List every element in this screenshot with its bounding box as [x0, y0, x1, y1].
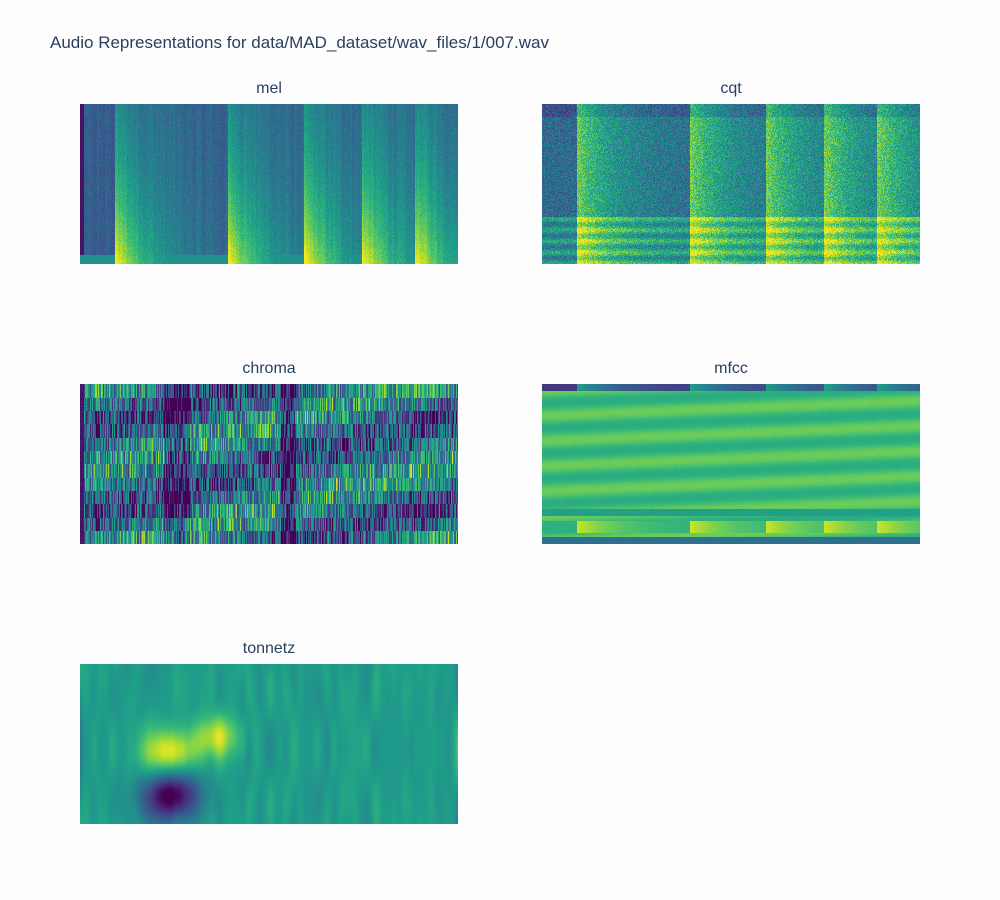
chroma-title: chroma: [242, 360, 296, 377]
cqt-title: cqt: [720, 80, 742, 97]
tonnetz-panel: tonnetz: [80, 640, 458, 824]
tonnetz-title: tonnetz: [242, 640, 296, 657]
chroma-panel: chroma: [80, 360, 458, 544]
mel-heatmap: [80, 104, 458, 264]
mfcc-heatmap: [542, 384, 920, 544]
tonnetz-heatmap: [80, 664, 458, 824]
mfcc-title: mfcc: [714, 360, 748, 377]
chroma-heatmap: [80, 384, 458, 544]
mfcc-panel: mfcc: [542, 360, 920, 544]
mel-title: mel: [256, 80, 282, 97]
cqt-panel: cqt: [542, 80, 920, 264]
figure-title: Audio Representations for data/MAD_datas…: [50, 33, 549, 52]
cqt-heatmap: [542, 104, 920, 264]
mel-panel: mel: [80, 80, 458, 264]
